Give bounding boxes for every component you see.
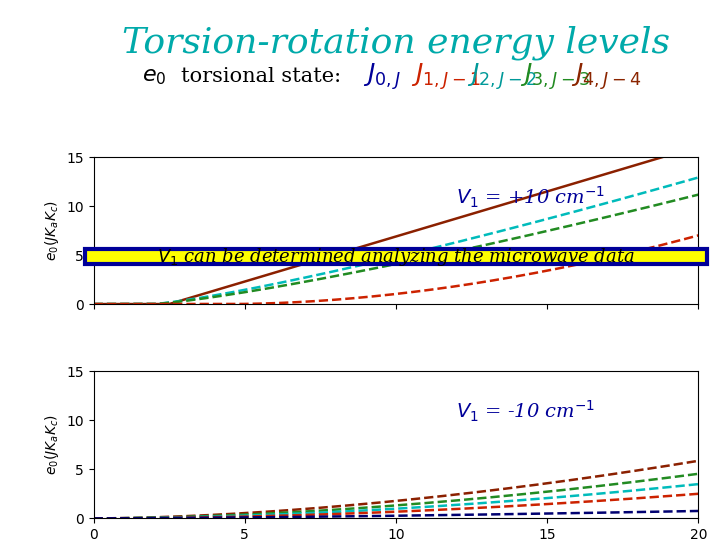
Text: $J_{0,J}$: $J_{0,J}$ [363, 61, 401, 92]
Y-axis label: $e_0(JK_aK_c)$: $e_0(JK_aK_c)$ [42, 414, 60, 475]
Text: $e_0$: $e_0$ [142, 65, 166, 87]
Text: $J_{4,J-4}$: $J_{4,J-4}$ [572, 61, 642, 92]
FancyBboxPatch shape [84, 249, 708, 265]
Text: Torsion-rotation energy levels: Torsion-rotation energy levels [122, 25, 670, 59]
Text: $V_1$ = +10 cm$^{-1}$: $V_1$ = +10 cm$^{-1}$ [456, 184, 606, 210]
Text: $V_1$ can be determined analyzing the microwave data: $V_1$ can be determined analyzing the mi… [157, 246, 635, 268]
Text: $J_{3,J-3}$: $J_{3,J-3}$ [520, 61, 590, 92]
Text: $V_1$ = -10 cm$^{-1}$: $V_1$ = -10 cm$^{-1}$ [456, 399, 596, 424]
Y-axis label: $e_0(JK_aK_c)$: $e_0(JK_aK_c)$ [42, 200, 60, 261]
Text: $J_{1,J-1}$: $J_{1,J-1}$ [411, 61, 481, 92]
Text: torsional state:: torsional state: [181, 67, 341, 86]
Text: $J_{2,J-2}$: $J_{2,J-2}$ [467, 61, 536, 92]
